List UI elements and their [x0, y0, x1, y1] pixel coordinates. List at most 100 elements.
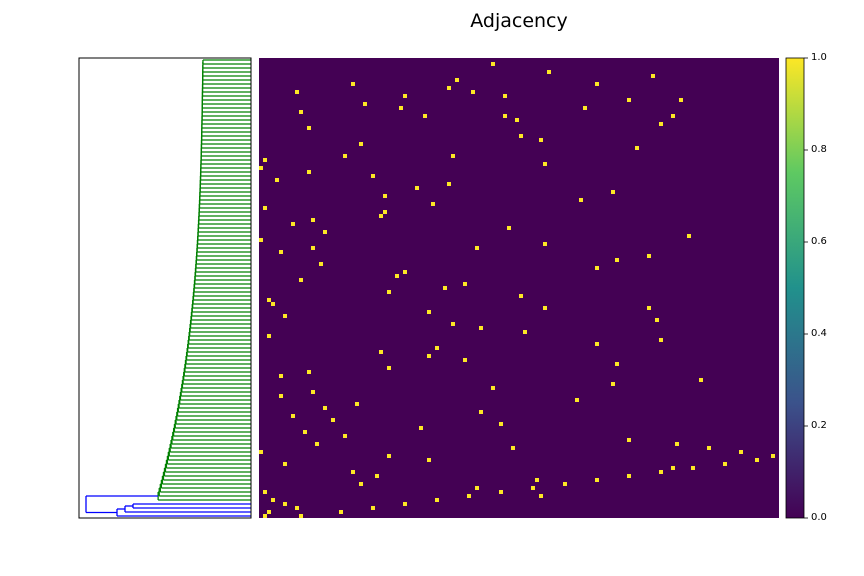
- heatmap-cell: [283, 314, 287, 318]
- colorbar-tick-label: 0.6: [811, 236, 827, 247]
- heatmap-cell: [291, 414, 295, 418]
- heatmap-cell: [387, 290, 391, 294]
- heatmap-cell: [403, 502, 407, 506]
- colorbar-gradient: [785, 57, 805, 519]
- heatmap-cell: [499, 422, 503, 426]
- heatmap-cell: [435, 346, 439, 350]
- heatmap-cell: [675, 442, 679, 446]
- heatmap-cell: [503, 114, 507, 118]
- heatmap-cell: [371, 174, 375, 178]
- heatmap-cell: [471, 90, 475, 94]
- heatmap-cell: [535, 478, 539, 482]
- heatmap-cell: [539, 138, 543, 142]
- heatmap-cell: [263, 158, 267, 162]
- heatmap-cell: [699, 378, 703, 382]
- colorbar: [785, 57, 808, 519]
- heatmap-cell: [271, 498, 275, 502]
- heatmap-cell: [319, 262, 323, 266]
- colorbar-tick-label: 0.2: [811, 420, 827, 431]
- adjacency-heatmap: [259, 58, 779, 518]
- heatmap-cell: [279, 250, 283, 254]
- heatmap-cell: [355, 402, 359, 406]
- heatmap-cell: [339, 510, 343, 514]
- heatmap-cell: [343, 434, 347, 438]
- heatmap-background: [259, 58, 779, 518]
- heatmap-cell: [519, 134, 523, 138]
- heatmap-cell: [447, 86, 451, 90]
- heatmap-cell: [295, 90, 299, 94]
- heatmap-cell: [267, 298, 271, 302]
- heatmap-cell: [451, 154, 455, 158]
- colorbar-tick-label: 0.4: [811, 328, 827, 339]
- heatmap-cell: [523, 330, 527, 334]
- heatmap-cell: [659, 470, 663, 474]
- heatmap-cell: [615, 258, 619, 262]
- heatmap-cell: [343, 154, 347, 158]
- heatmap-cell: [263, 206, 267, 210]
- heatmap-cell: [479, 326, 483, 330]
- heatmap-cell: [299, 110, 303, 114]
- heatmap-cell: [311, 218, 315, 222]
- heatmap-cell: [323, 230, 327, 234]
- heatmap-cell: [595, 82, 599, 86]
- heatmap-cell: [423, 114, 427, 118]
- colorbar-tick-label: 0.0: [811, 512, 827, 523]
- heatmap-cell: [351, 82, 355, 86]
- heatmap-cell: [311, 246, 315, 250]
- heatmap-cell: [499, 490, 503, 494]
- heatmap-cell: [543, 162, 547, 166]
- heatmap-cell: [543, 306, 547, 310]
- heatmap-cell: [431, 202, 435, 206]
- heatmap-cell: [467, 494, 471, 498]
- heatmap-cell: [491, 386, 495, 390]
- heatmap-cell: [363, 102, 367, 106]
- heatmap-cell: [615, 362, 619, 366]
- heatmap-cell: [475, 486, 479, 490]
- heatmap-cell: [583, 106, 587, 110]
- heatmap-cell: [275, 178, 279, 182]
- heatmap-cell: [351, 470, 355, 474]
- heatmap-cell: [531, 486, 535, 490]
- heatmap-cell: [311, 390, 315, 394]
- colorbar-tick-label: 1.0: [811, 52, 827, 63]
- heatmap-cell: [267, 510, 271, 514]
- heatmap-cell: [627, 438, 631, 442]
- heatmap-cell: [435, 498, 439, 502]
- heatmap-cell: [511, 446, 515, 450]
- chart-title: Adjacency: [470, 10, 568, 32]
- heatmap-cell: [479, 410, 483, 414]
- heatmap-cell: [359, 142, 363, 146]
- colorbar-tick-label: 0.8: [811, 144, 827, 155]
- heatmap-cell: [263, 514, 267, 518]
- heatmap-cell: [279, 374, 283, 378]
- heatmap-cell: [671, 114, 675, 118]
- heatmap-cell: [303, 430, 307, 434]
- heatmap-cell: [547, 70, 551, 74]
- heatmap-cell: [419, 426, 423, 430]
- heatmap-cell: [475, 246, 479, 250]
- heatmap-cell: [395, 274, 399, 278]
- heatmap-cell: [383, 210, 387, 214]
- heatmap-cell: [279, 394, 283, 398]
- heatmap-cell: [283, 502, 287, 506]
- heatmap-cell: [263, 490, 267, 494]
- heatmap-cell: [679, 98, 683, 102]
- heatmap-cell: [371, 506, 375, 510]
- heatmap-cell: [635, 146, 639, 150]
- heatmap-cell: [379, 350, 383, 354]
- heatmap-cell: [299, 514, 303, 518]
- heatmap-cell: [455, 78, 459, 82]
- heatmap-cell: [579, 198, 583, 202]
- heatmap-cell: [503, 94, 507, 98]
- heatmap-cell: [379, 214, 383, 218]
- heatmap-cell: [307, 170, 311, 174]
- heatmap-cell: [267, 334, 271, 338]
- heatmap-cell: [463, 282, 467, 286]
- heatmap-cell: [447, 182, 451, 186]
- heatmap-cell: [359, 482, 363, 486]
- heatmap-cell: [563, 482, 567, 486]
- heatmap-cell: [415, 186, 419, 190]
- heatmap-cell: [671, 466, 675, 470]
- heatmap-cell: [427, 310, 431, 314]
